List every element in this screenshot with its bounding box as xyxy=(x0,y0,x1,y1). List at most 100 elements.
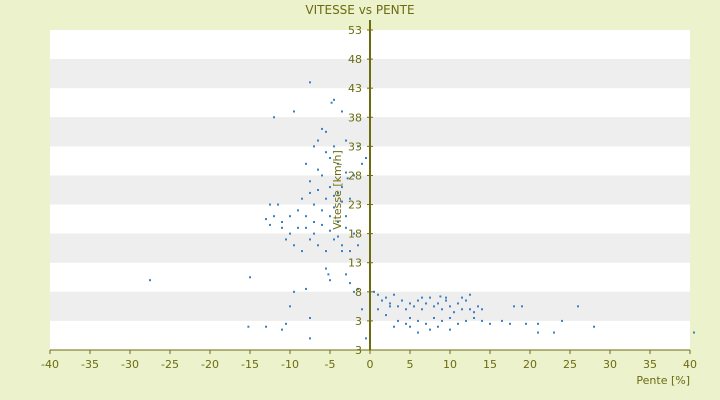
data-point xyxy=(385,314,387,317)
data-point xyxy=(321,174,323,177)
data-point xyxy=(269,203,271,206)
data-point xyxy=(305,287,307,290)
data-point xyxy=(317,189,319,191)
data-point xyxy=(317,244,319,247)
data-point xyxy=(409,317,411,319)
data-points xyxy=(149,29,695,340)
data-point xyxy=(281,221,283,223)
data-point xyxy=(473,317,475,319)
data-point xyxy=(437,325,439,328)
x-tick-label: 20 xyxy=(523,358,537,371)
data-point xyxy=(341,250,343,253)
data-point xyxy=(449,328,451,331)
data-point xyxy=(265,325,267,328)
data-point xyxy=(329,215,331,218)
data-point xyxy=(693,331,695,334)
data-point xyxy=(249,276,251,279)
data-point xyxy=(317,139,319,142)
y-tick-label: 38 xyxy=(348,111,362,124)
y-tick-label: 8 xyxy=(355,286,362,299)
data-point xyxy=(301,250,303,253)
data-point xyxy=(333,206,335,209)
data-point xyxy=(437,302,439,305)
data-point xyxy=(441,319,443,322)
data-point xyxy=(465,299,467,302)
data-point xyxy=(357,145,359,148)
x-axis-label: Pente [%] xyxy=(636,374,690,387)
data-point xyxy=(349,250,351,253)
data-point xyxy=(321,209,323,212)
data-point xyxy=(449,317,451,319)
data-point xyxy=(345,273,347,276)
data-point xyxy=(346,177,349,180)
data-point xyxy=(309,337,311,340)
data-point xyxy=(327,273,330,276)
y-tick-label: 23 xyxy=(348,199,362,212)
data-point xyxy=(305,226,307,229)
data-point xyxy=(361,308,363,311)
data-point xyxy=(405,322,407,325)
data-point xyxy=(293,290,295,293)
data-point xyxy=(553,331,555,334)
x-tick-label: -25 xyxy=(161,358,179,371)
data-point xyxy=(365,337,367,340)
data-point xyxy=(457,322,459,325)
data-point xyxy=(325,197,327,200)
data-point xyxy=(285,322,287,325)
y-tick-label: 43 xyxy=(348,82,362,95)
x-tick-label: 15 xyxy=(483,358,497,371)
data-point xyxy=(473,311,475,314)
x-tick-label: 10 xyxy=(443,358,457,371)
data-point xyxy=(425,302,427,305)
data-point xyxy=(439,295,442,298)
data-point xyxy=(341,186,343,189)
data-point xyxy=(337,235,339,238)
x-tick-label: 25 xyxy=(563,358,577,371)
x-tick-label: -10 xyxy=(281,358,299,371)
data-point xyxy=(325,130,327,133)
x-tick-label: 0 xyxy=(367,358,374,371)
data-point xyxy=(409,302,411,305)
data-point xyxy=(293,244,295,247)
x-tick-label: 30 xyxy=(603,358,617,371)
data-point xyxy=(277,203,279,206)
x-tick-label: 5 xyxy=(407,358,414,371)
data-point xyxy=(393,293,395,296)
data-point xyxy=(381,299,383,302)
data-point xyxy=(333,238,335,241)
data-point xyxy=(445,299,447,302)
data-point xyxy=(429,296,431,299)
data-point xyxy=(345,171,347,174)
data-point xyxy=(329,157,331,159)
data-point xyxy=(345,215,347,218)
data-point xyxy=(345,226,347,229)
data-point xyxy=(349,197,351,200)
data-point xyxy=(313,232,315,235)
data-point xyxy=(441,308,443,311)
data-point xyxy=(401,299,403,302)
data-point xyxy=(361,162,363,165)
data-point xyxy=(453,311,455,314)
data-point xyxy=(313,145,315,148)
data-point xyxy=(457,302,459,305)
x-tick-labels: -40 -35 -30 -25 -20 -15 -10 -5 0 5 10 15 20 25 30 35 40 xyxy=(41,350,697,371)
data-point xyxy=(409,325,411,328)
data-point xyxy=(397,319,399,322)
y-tick-label: 18 xyxy=(348,228,362,241)
x-tick-label: -15 xyxy=(241,358,259,371)
data-point xyxy=(469,293,471,296)
data-point xyxy=(305,162,307,165)
data-point xyxy=(289,215,291,218)
data-point xyxy=(247,325,250,328)
data-point xyxy=(417,319,419,322)
data-point xyxy=(433,317,435,319)
data-point xyxy=(269,223,271,226)
chart-title: VITESSE vs PENTE xyxy=(305,3,414,17)
data-point xyxy=(445,296,447,299)
x-tick-label: -40 xyxy=(41,358,59,371)
x-tick-label: -5 xyxy=(325,358,336,371)
data-point xyxy=(421,308,423,311)
data-point xyxy=(365,157,367,159)
data-point xyxy=(325,250,327,253)
